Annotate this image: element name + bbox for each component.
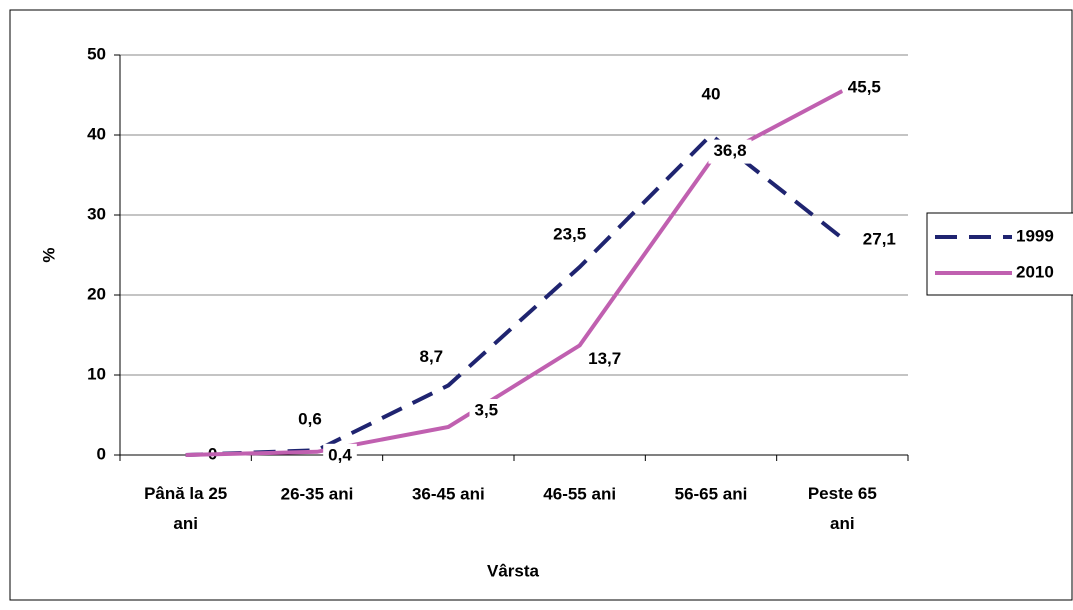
data-label-bg <box>857 228 901 253</box>
data-label-bg <box>696 83 726 107</box>
data-label: 0,6 <box>298 410 322 429</box>
data-label-bg <box>708 139 752 164</box>
x-tick-label: Peste 65 ani <box>808 484 877 533</box>
y-tick-label: 40 <box>87 124 106 143</box>
data-label-bg <box>548 223 592 247</box>
data-label: 3,5 <box>475 400 499 419</box>
y-axis-title: % <box>39 247 58 262</box>
y-tick-label: 30 <box>87 204 106 223</box>
y-tick-label: 10 <box>87 364 106 383</box>
y-tick-label: 20 <box>87 284 106 303</box>
data-label-bg <box>469 399 504 423</box>
legend-label: 1999 <box>1016 226 1054 245</box>
data-label: 36,8 <box>713 141 746 160</box>
y-tick-label: 0 <box>97 444 106 463</box>
chart-frame <box>9 9 1073 601</box>
data-label-bg <box>842 76 886 100</box>
data-label-bg <box>323 443 357 468</box>
data-label: 45,5 <box>848 77 881 96</box>
legend-box <box>926 212 1073 296</box>
x-tick-label: Până la 25 ani <box>144 484 227 533</box>
x-tick-label: 26-35 ani <box>281 484 354 503</box>
x-axis-title: Vârsta <box>487 561 540 580</box>
data-label: 0,4 <box>328 445 352 464</box>
data-label: 13,7 <box>588 349 621 368</box>
x-tick-label: 36-45 ani <box>412 484 485 503</box>
data-label-bg <box>293 408 327 433</box>
data-label: 27,1 <box>863 230 896 249</box>
legend-label: 2010 <box>1016 262 1054 281</box>
data-label: 40 <box>702 84 721 103</box>
data-label-bg <box>414 345 449 370</box>
data-label: 23,5 <box>553 224 586 243</box>
x-tick-label: 56-65 ani <box>675 484 748 503</box>
y-tick-label: 50 <box>87 44 106 63</box>
x-tick-label: 46-55 ani <box>543 484 616 503</box>
data-label: 8,7 <box>420 347 444 366</box>
data-label-bg <box>583 347 627 372</box>
